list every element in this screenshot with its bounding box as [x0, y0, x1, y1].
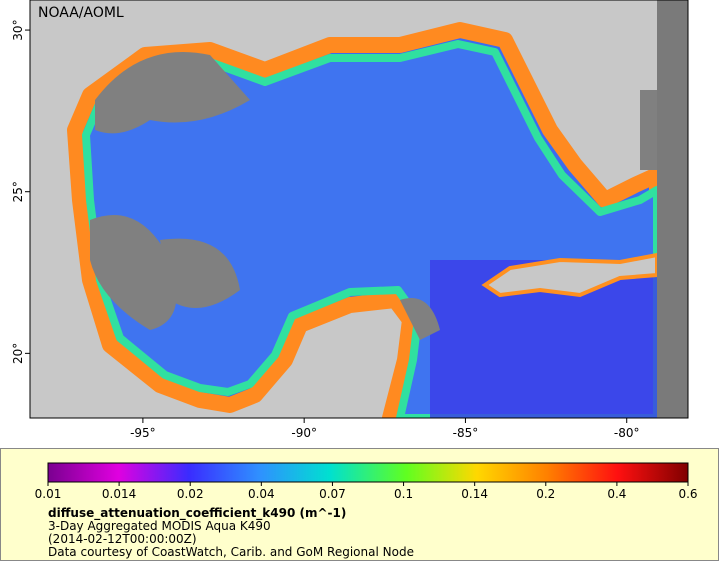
- x-tick-label: -80°: [614, 426, 640, 440]
- legend-line: Data courtesy of CoastWatch, Carib. and …: [48, 545, 414, 559]
- legend-line: (2014-02-12T00:00:00Z): [48, 532, 197, 546]
- map-frame: [29, 0, 689, 419]
- colorbar-tick-label: 0.14: [461, 487, 488, 501]
- colorbar: [47, 462, 689, 483]
- x-tick-label: -85°: [453, 426, 479, 440]
- legend-line: 3-Day Aggregated MODIS Aqua K490: [48, 519, 271, 533]
- colorbar-tick-label: 0.4: [607, 487, 626, 501]
- colorbar-title: diffuse_attenuation_coefficient_k490 (m^…: [48, 506, 346, 521]
- colorbar-tick-label: 0.07: [319, 487, 346, 501]
- colorbar-tick-label: 0.02: [177, 487, 204, 501]
- y-tick-label: 25°: [11, 181, 25, 202]
- colorbar-tick-label: 0.2: [536, 487, 555, 501]
- x-tick-label: -90°: [291, 426, 317, 440]
- map-label: NOAA/AOML: [38, 5, 124, 21]
- no-data-strip: [657, 0, 688, 418]
- colorbar-tick-label: 0.014: [102, 487, 136, 501]
- colorbar-tick-label: 0.6: [678, 487, 697, 501]
- colorbar-tick-label: 0.04: [248, 487, 275, 501]
- colorbar-tick-label: 0.01: [35, 487, 62, 501]
- x-tick-label: -95°: [130, 426, 156, 440]
- clouds: [90, 52, 657, 340]
- map: [30, 0, 688, 418]
- y-tick-label: 30°: [11, 19, 25, 40]
- y-tick-label: 20°: [11, 343, 25, 364]
- colorbar-tick-label: 0.1: [394, 487, 413, 501]
